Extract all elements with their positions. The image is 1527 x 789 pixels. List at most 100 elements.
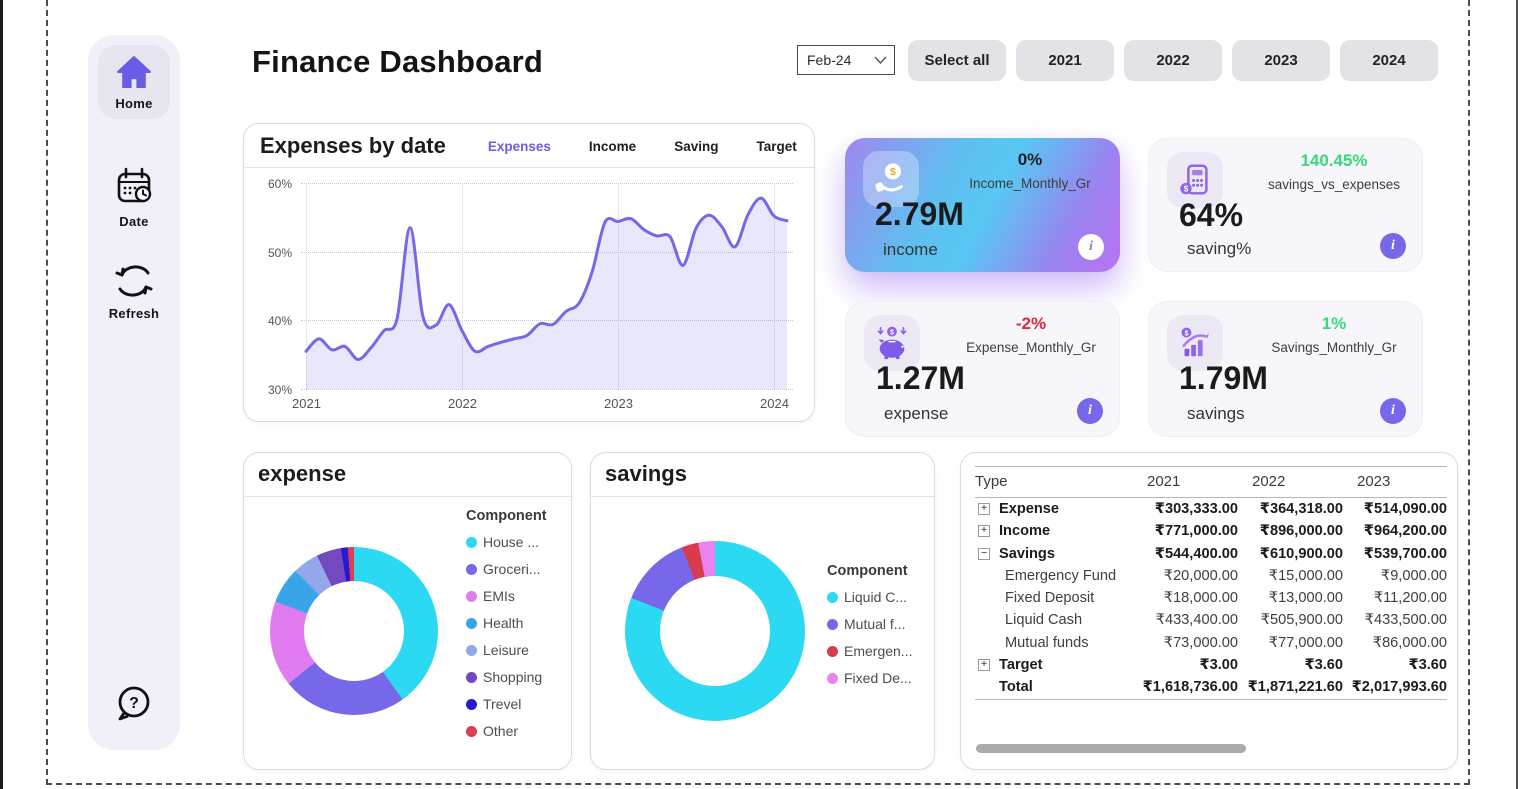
legend-label: House ...	[483, 534, 540, 550]
year-button-2021[interactable]: 2021	[1016, 40, 1114, 81]
table-row-savings: − Savings ₹544,400.00 ₹610,900.00 ₹539,700.0…	[975, 543, 1447, 565]
legend-item[interactable]: Other	[466, 723, 547, 739]
year-button-2023[interactable]: 2023	[1232, 40, 1330, 81]
info-icon[interactable]: i	[1077, 398, 1103, 424]
year-button-2024[interactable]: 2024	[1340, 40, 1438, 81]
row-value-cell: ₹73,000.00	[1163, 634, 1238, 651]
kpi-delta-value: 0%	[1017, 150, 1043, 169]
column-header-2021[interactable]: 2021	[1147, 473, 1181, 490]
kpi-label: income	[883, 240, 938, 259]
summary-table-card: Type 2021 2022 2023 + Expense ₹303,333.00 ₹364,…	[960, 452, 1458, 770]
collapse-icon[interactable]: −	[978, 547, 990, 560]
refresh-icon	[115, 265, 153, 297]
legend-item[interactable]: Fixed De...	[827, 670, 912, 686]
savings-donut-chart[interactable]	[625, 541, 805, 721]
row-label-cell: Emergency Fund	[975, 565, 1133, 587]
legend-color-dot	[827, 591, 838, 603]
row-label: Liquid Cash	[1005, 612, 1083, 629]
tab-target[interactable]: Target	[756, 138, 797, 154]
calculator-icon: $	[1180, 164, 1208, 195]
row-label: Target	[999, 657, 1043, 674]
row-value-cell: ₹11,200.00	[1373, 590, 1447, 607]
x-axis-tick: 2023	[604, 396, 633, 411]
v-gridline	[774, 183, 775, 389]
row-value-cell: ₹1,618,736.00	[1142, 679, 1238, 696]
kpi-icon-tile: $	[1167, 315, 1223, 371]
sidebar-item-label: Home	[115, 96, 153, 111]
legend-item[interactable]: Shopping	[466, 669, 547, 685]
sidebar-active-tile: Home	[98, 45, 170, 119]
legend-label: Mutual f...	[844, 616, 906, 632]
row-value-cell: ₹771,000.00	[1154, 523, 1238, 540]
table-row-expense: + Expense ₹303,333.00 ₹364,318.00 ₹514,090.0…	[975, 498, 1447, 520]
kpi-metric-name: savings_vs_expenses	[1267, 177, 1401, 192]
legend-item[interactable]: Health	[466, 615, 547, 631]
year-button-2022[interactable]: 2022	[1124, 40, 1222, 81]
legend-item[interactable]: Liquid C...	[827, 589, 912, 605]
expand-icon[interactable]: +	[978, 525, 990, 538]
legend-label: Emergen...	[844, 643, 913, 659]
sidebar-item-date[interactable]: Date	[88, 165, 180, 229]
home-icon	[117, 55, 151, 89]
table-row-mutual-funds: Mutual funds ₹73,000.00 ₹77,000.00 ₹86,000.…	[975, 632, 1447, 654]
legend-label: EMIs	[483, 588, 515, 604]
info-icon[interactable]: i	[1078, 234, 1104, 260]
table-horizontal-scrollbar[interactable]	[976, 744, 1246, 753]
kpi-metric-name: Expense_Monthly_Gr	[966, 340, 1096, 355]
kpi-icon-tile: $	[1167, 152, 1223, 208]
info-icon[interactable]: i	[1380, 233, 1406, 259]
month-slicer-dropdown[interactable]: Feb-24	[797, 45, 895, 75]
tab-saving[interactable]: Saving	[674, 138, 719, 154]
row-label: Fixed Deposit	[1005, 590, 1095, 607]
y-axis-tick: 30%	[267, 383, 292, 397]
svg-text:$: $	[890, 329, 894, 337]
savings-donut-legend: Component Liquid C... Mutual f... Emergen.…	[827, 563, 912, 697]
column-header-2022[interactable]: 2022	[1252, 473, 1286, 490]
column-header-type[interactable]: Type	[975, 473, 1008, 490]
row-value-cell: ₹3.60	[1304, 657, 1343, 674]
legend-item[interactable]: House ...	[466, 534, 547, 550]
calendar-icon	[117, 167, 152, 203]
legend-item[interactable]: Groceri...	[466, 561, 547, 577]
table-row-emergency-fund: Emergency Fund ₹20,000.00 ₹15,000.00 ₹9,000…	[975, 565, 1447, 587]
help-button[interactable]: ?	[88, 683, 180, 728]
svg-text:$: $	[890, 167, 896, 178]
tab-expenses[interactable]: Expenses	[487, 138, 551, 154]
legend-item[interactable]: EMIs	[466, 588, 547, 604]
column-header-2023[interactable]: 2023	[1357, 473, 1391, 490]
expand-icon[interactable]: +	[978, 659, 990, 672]
legend-item[interactable]: Mutual f...	[827, 616, 912, 632]
row-value-cell: ₹2,017,993.60	[1351, 679, 1447, 696]
row-value-cell: ₹539,700.00	[1363, 545, 1447, 562]
sidebar-item-home[interactable]: Home	[88, 45, 180, 119]
row-value-cell: ₹13,000.00	[1268, 590, 1343, 607]
row-label-cell: + Target	[975, 654, 1133, 676]
legend-color-dot	[827, 618, 838, 630]
legend-item[interactable]: Trevel	[466, 696, 547, 712]
row-label-cell: + Income	[975, 520, 1133, 542]
expand-icon[interactable]: +	[978, 503, 990, 516]
sidebar-item-refresh[interactable]: Refresh	[88, 263, 180, 321]
legend-color-dot	[466, 563, 477, 575]
tab-income[interactable]: Income	[588, 138, 637, 154]
legend-label: Other	[483, 723, 519, 739]
info-icon[interactable]: i	[1380, 398, 1406, 424]
row-value-cell: ₹544,400.00	[1154, 545, 1238, 562]
expense-donut-chart[interactable]	[270, 547, 438, 715]
row-label-cell: − Savings	[975, 543, 1133, 565]
kpi-delta-value: -2%	[1015, 314, 1047, 333]
savings-legend-title: Component	[827, 563, 908, 579]
row-value-cell: ₹610,900.00	[1259, 545, 1343, 562]
page-left-border	[0, 0, 3, 789]
legend-item[interactable]: Leisure	[466, 642, 547, 658]
kpi-card-expense: $ -2% Expense_Monthly_Gr 1.27M expense i	[845, 301, 1120, 437]
select-all-button[interactable]: Select all	[908, 40, 1006, 81]
h-gridline	[301, 389, 793, 390]
row-value-cell: ₹9,000.00	[1380, 567, 1447, 584]
chart-series-tabs: Expenses Income Saving Target	[488, 139, 797, 154]
row-label: Mutual funds	[1005, 634, 1089, 651]
legend-color-dot	[466, 644, 477, 656]
legend-item[interactable]: Emergen...	[827, 643, 912, 659]
legend-color-dot	[466, 617, 477, 629]
kpi-value: 64%	[1179, 197, 1244, 233]
